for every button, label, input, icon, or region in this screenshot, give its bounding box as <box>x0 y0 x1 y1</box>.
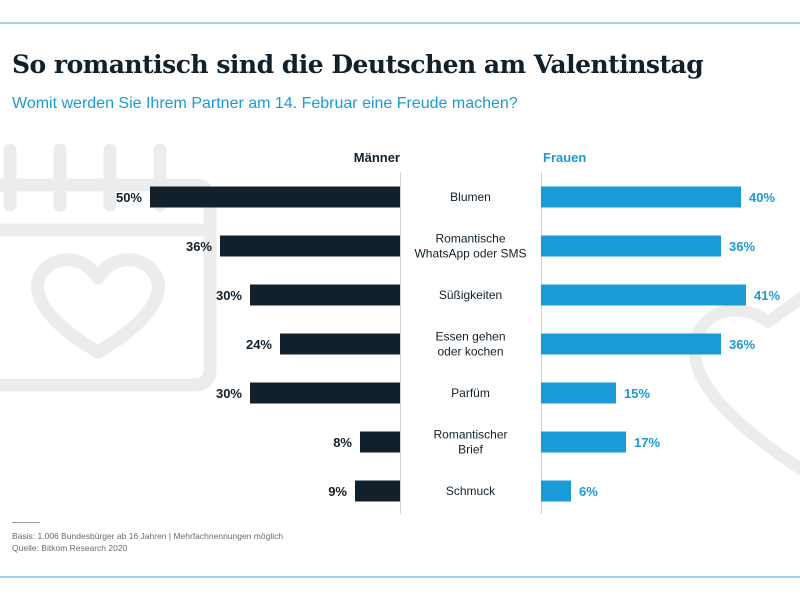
category-label: Parfüm <box>451 386 490 400</box>
top-frame-line <box>0 22 800 24</box>
chart-title: So romantisch sind die Deutschen am Vale… <box>12 50 704 79</box>
bar-men <box>250 284 400 306</box>
data-label-women: 40% <box>749 190 775 205</box>
category-label: Schmuck <box>446 484 496 498</box>
bar-men <box>280 333 400 355</box>
category-label: Essen gehen <box>435 330 505 344</box>
bar-men <box>360 431 400 453</box>
data-label-men: 24% <box>246 337 272 352</box>
center-divider-left <box>400 172 401 514</box>
category-label: Brief <box>458 443 483 457</box>
category-label: Romantischer <box>433 428 507 442</box>
category-label: WhatsApp oder SMS <box>414 247 526 261</box>
data-label-men: 30% <box>216 288 242 303</box>
data-label-women: 6% <box>579 484 598 499</box>
footnote-rule <box>12 522 40 523</box>
bar-men <box>355 480 400 502</box>
category-label: oder kochen <box>437 345 503 359</box>
data-label-men: 36% <box>186 239 212 254</box>
bar-women <box>541 235 721 257</box>
legend-men: Männer <box>353 150 400 165</box>
bar-women <box>541 284 746 306</box>
chart-subtitle: Womit werden Sie Ihrem Partner am 14. Fe… <box>12 95 518 112</box>
data-label-men: 9% <box>328 484 347 499</box>
calendar-heart-icon <box>0 143 217 392</box>
data-label-men: 8% <box>333 435 352 450</box>
bar-men <box>150 186 400 208</box>
bar-men <box>220 235 400 257</box>
bar-women <box>541 333 721 355</box>
category-label: Blumen <box>450 190 491 204</box>
data-label-women: 36% <box>729 337 755 352</box>
footnote-basis: Basis: 1.006 Bundesbürger ab 16 Jahren |… <box>12 531 284 541</box>
data-label-women: 41% <box>754 288 780 303</box>
category-label: Romantische <box>435 232 505 246</box>
bar-women <box>541 431 626 453</box>
data-label-women: 15% <box>624 386 650 401</box>
data-label-men: 50% <box>116 190 142 205</box>
legend-women: Frauen <box>543 150 587 165</box>
data-label-women: 17% <box>634 435 660 450</box>
footnote-source: Quelle: Bitkom Research 2020 <box>12 543 128 553</box>
bottom-frame-line <box>0 576 800 578</box>
data-label-men: 30% <box>216 386 242 401</box>
bar-men <box>250 382 400 404</box>
category-label: Süßigkeiten <box>439 288 502 302</box>
data-label-women: 36% <box>729 239 755 254</box>
bar-women <box>541 382 616 404</box>
bar-women <box>541 480 571 502</box>
bar-women <box>541 186 741 208</box>
